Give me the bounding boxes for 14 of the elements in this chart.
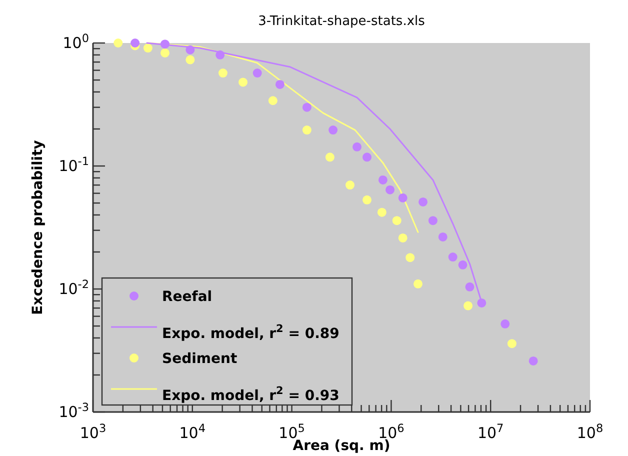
x-tick-label: 10$^{3}$ [80,422,106,442]
chart-title: 3-Trinkitat-shape-stats.xls [258,14,426,29]
legend-label: Expo. model, r$^{2}$ = 0.93 [162,385,340,404]
legend-label: Expo. model, r$^{2}$ = 0.89 [162,323,340,342]
y-tick-label: 10$^{0}$ [62,32,89,52]
y-tick-label: 10$^{-1}$ [58,154,89,175]
x-tick-label: 10$^{4}$ [179,422,206,442]
y-tick-label: 10$^{-2}$ [58,278,89,298]
x-tick-label: 10$^{7}$ [477,422,504,442]
y-axis-title: Excedence probability [30,140,46,315]
legend-label: Reefal [162,289,212,305]
y-tick-label: 10$^{-3}$ [58,400,89,421]
x-tick-label: 10$^{8}$ [576,422,604,442]
legend-label: Sediment [162,351,238,367]
